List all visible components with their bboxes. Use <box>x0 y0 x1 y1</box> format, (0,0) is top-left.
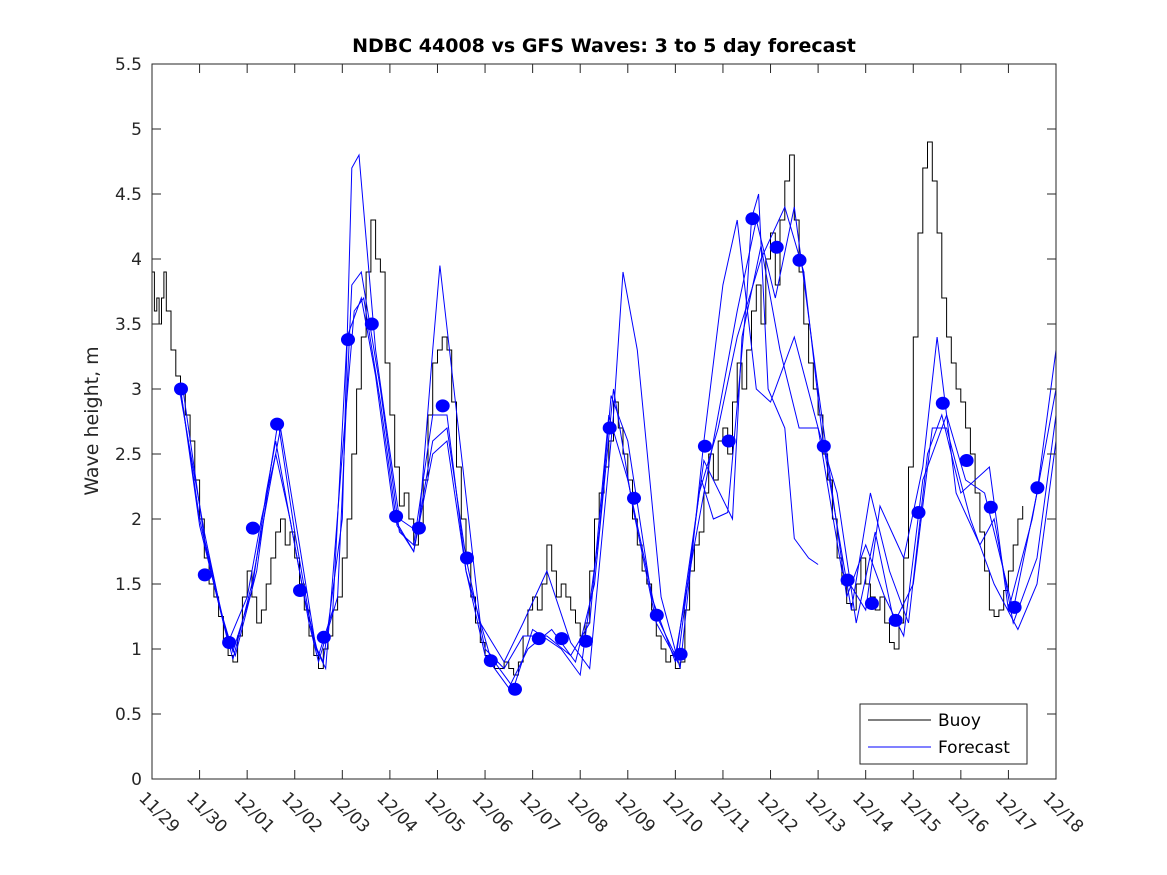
series-layer <box>152 141 1057 690</box>
y-tick-label: 0.5 <box>115 705 142 725</box>
forecast-marker <box>174 382 188 396</box>
marker-layer <box>174 212 1045 696</box>
forecast-marker <box>460 551 474 565</box>
forecast-marker <box>293 584 307 597</box>
forecast-marker <box>649 608 664 622</box>
y-tick-label: 4.5 <box>115 185 142 205</box>
forecast-marker <box>888 613 903 627</box>
forecast-marker <box>197 568 212 582</box>
forecast-marker <box>531 632 546 646</box>
forecast-marker <box>697 439 712 453</box>
y-tick-label: 0 <box>131 770 142 790</box>
forecast-marker <box>483 654 498 668</box>
y-tick-label: 5 <box>131 120 142 140</box>
forecast-marker <box>864 597 879 610</box>
forecast-marker <box>316 630 331 644</box>
forecast-marker <box>721 434 736 448</box>
forecast-marker <box>364 317 379 331</box>
legend-label-forecast: Forecast <box>938 738 1010 758</box>
forecast-marker <box>602 421 617 435</box>
y-tick-label: 3.5 <box>115 315 142 335</box>
forecast-marker <box>270 417 285 431</box>
forecast-run-3 <box>180 153 1057 670</box>
plot-area <box>152 64 1056 779</box>
axes-box <box>151 63 1057 780</box>
forecast-marker <box>745 212 760 226</box>
forecast-marker <box>411 521 426 535</box>
forecast-marker <box>792 253 807 267</box>
forecast-marker <box>508 682 522 696</box>
forecast-marker <box>341 333 355 347</box>
forecast-marker <box>840 573 855 587</box>
legend-box <box>859 703 1028 765</box>
y-tick-label: 4 <box>131 250 142 270</box>
forecast-marker <box>222 636 237 649</box>
forecast-run-2 <box>180 205 1057 689</box>
y-tick-label: 1 <box>131 640 142 660</box>
forecast-marker <box>435 399 450 413</box>
forecast-marker <box>627 491 641 505</box>
legend-label-buoy: Buoy <box>938 711 981 731</box>
legend: Buoy Forecast <box>859 703 1028 765</box>
forecast-marker <box>673 647 688 661</box>
forecast-marker <box>389 509 404 523</box>
y-tick-label: 2.5 <box>115 445 142 465</box>
forecast-run-5 <box>701 193 819 565</box>
forecast-marker <box>1030 481 1045 495</box>
y-tick-label: 2 <box>131 510 142 530</box>
forecast-marker <box>983 500 998 514</box>
chart-title: NDBC 44008 vs GFS Waves: 3 to 5 day fore… <box>352 35 856 57</box>
y-tick-label: 5.5 <box>115 55 142 75</box>
forecast-marker <box>959 454 974 467</box>
forecast-marker <box>911 506 926 519</box>
forecast-marker <box>245 521 260 535</box>
forecast-marker <box>578 634 593 648</box>
y-tick-label: 1.5 <box>115 575 142 595</box>
forecast-marker <box>935 396 950 410</box>
y-tick-label: 3 <box>131 380 142 400</box>
forecast-marker <box>816 439 831 453</box>
y-axis-label: Wave height, m <box>81 346 103 495</box>
forecast-marker <box>1007 600 1022 614</box>
forecast-marker <box>769 240 784 254</box>
forecast-marker <box>554 632 569 646</box>
